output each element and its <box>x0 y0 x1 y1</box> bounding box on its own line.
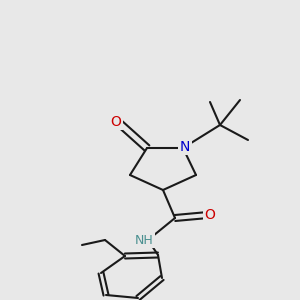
Text: NH: NH <box>135 233 153 247</box>
Text: O: O <box>205 208 215 222</box>
Text: O: O <box>111 115 122 129</box>
Text: N: N <box>180 140 190 154</box>
